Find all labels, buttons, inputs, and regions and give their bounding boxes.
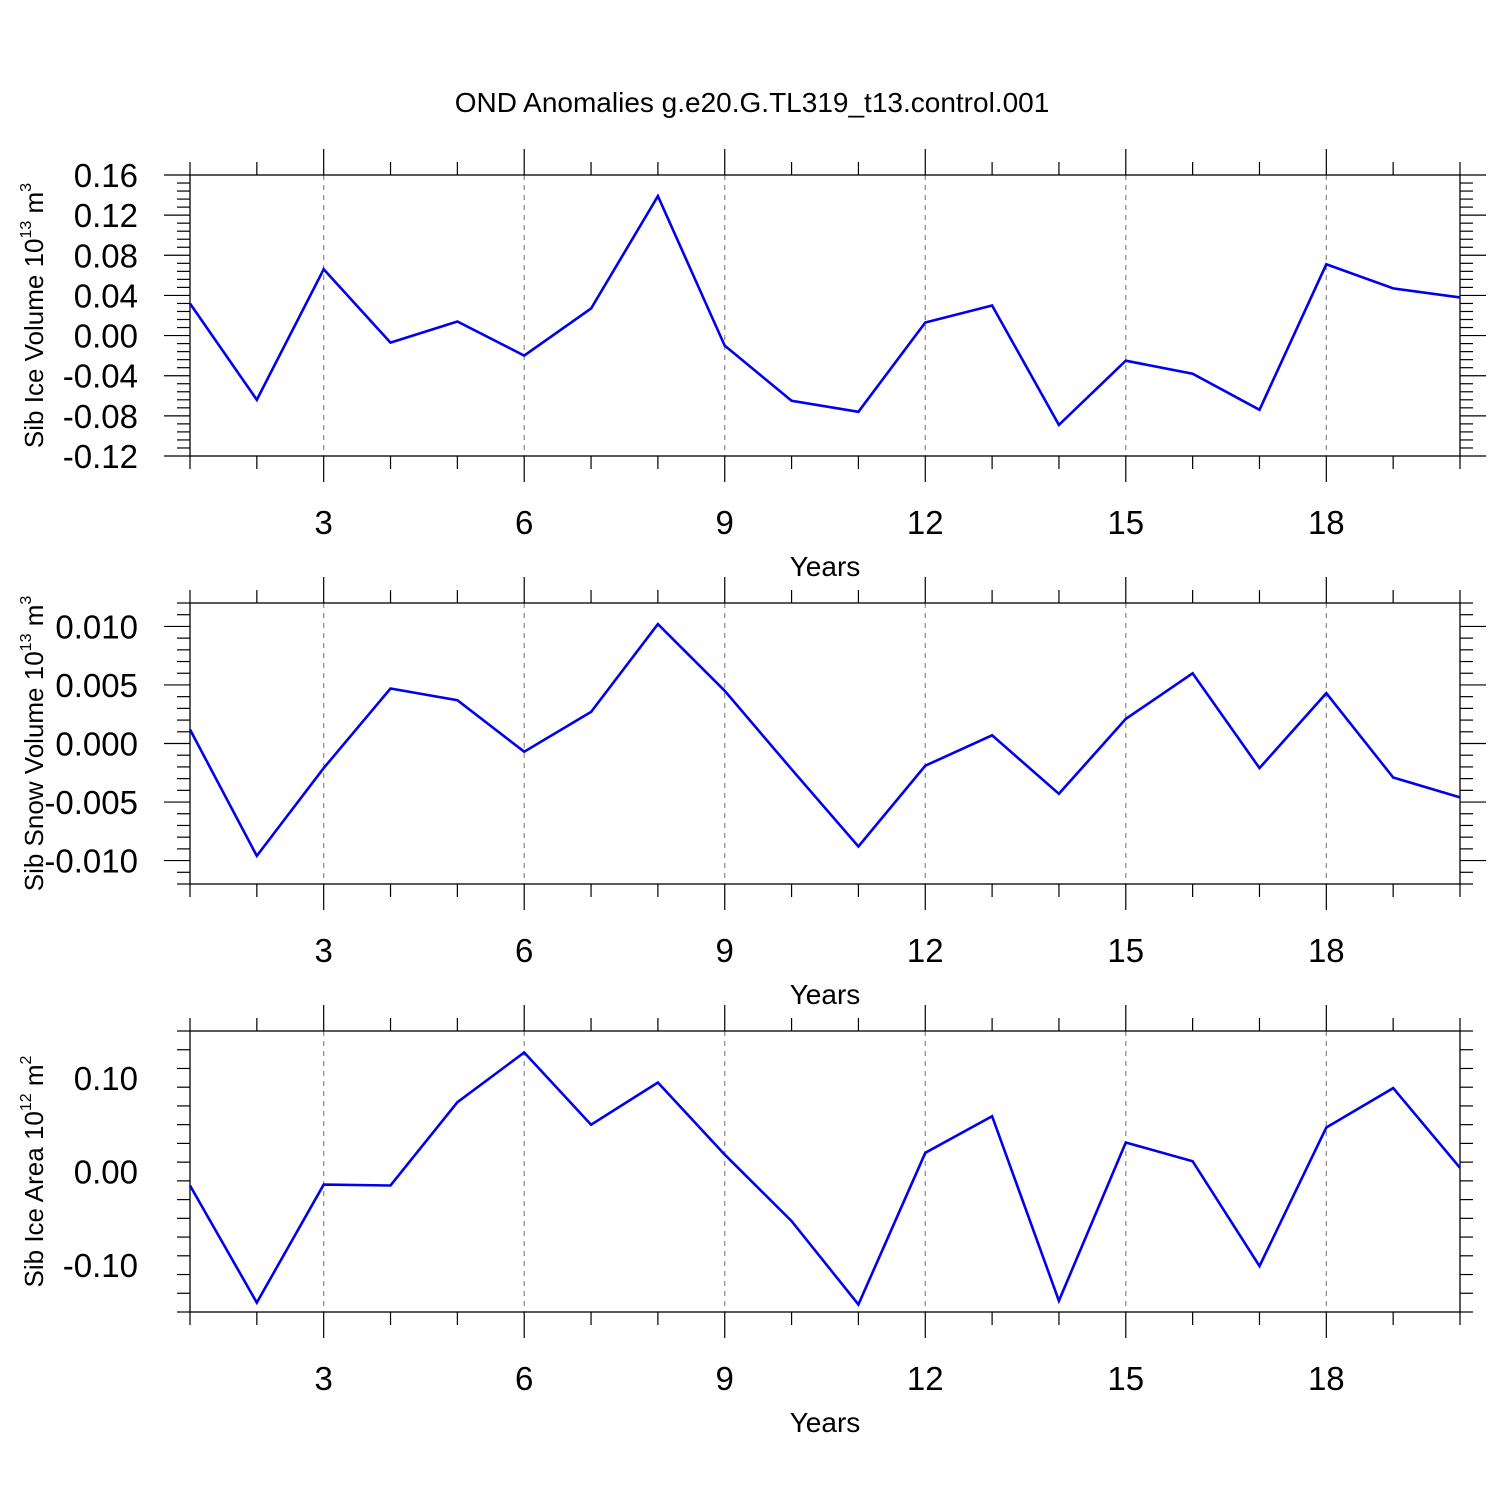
y-tick-label: 0.08 [74, 237, 138, 274]
panel-1: 3 6 9 12 15 18 -0.12-0.08-0.040.00 0.040.080.12… [18, 149, 1486, 582]
x-tick-label: 9 [716, 932, 734, 969]
x-tick-label: 6 [515, 1360, 533, 1397]
x-tick-label: 9 [716, 1360, 734, 1397]
data-series-line [188, 193, 1461, 428]
data-series-line [188, 622, 1461, 859]
y-tick-label: -0.12 [63, 438, 138, 475]
panel-3: 3 6 9 12 15 18 -0.10 0.00 0.10 Years Sib Ice Area … [18, 1005, 1473, 1438]
y-tick-label: 0.16 [74, 157, 138, 194]
x-axis-label: Years [790, 979, 861, 1010]
y-tick-label: -0.005 [44, 784, 138, 821]
y-axis-label: Sib Snow Volume 1013 m3 [18, 596, 49, 892]
plot-frame [189, 602, 1461, 885]
chart-title: OND Anomalies g.e20.G.TL319_t13.control.… [455, 87, 1050, 118]
x-tick-label: 12 [907, 932, 944, 969]
x-tick-label: 15 [1107, 1360, 1144, 1397]
y-tick-label: 0.04 [74, 277, 138, 314]
y-tick-label: 0.010 [55, 608, 138, 645]
x-tick-label: 3 [315, 932, 333, 969]
x-tick-label: 12 [907, 1360, 944, 1397]
y-tick-label: 0.000 [55, 726, 138, 763]
x-tick-label: 6 [515, 932, 533, 969]
plot-frame [189, 174, 1461, 457]
y-axis-label: Sib Ice Volume 1013 m3 [18, 183, 49, 448]
x-tick-label: 18 [1308, 1360, 1345, 1397]
y-axis-label: Sib Ice Area 1012 m2 [18, 1055, 49, 1287]
y-tick-label: -0.08 [63, 398, 138, 435]
y-tick-label: -0.04 [63, 358, 138, 395]
x-tick-label: 9 [716, 504, 734, 541]
x-tick-label: 15 [1107, 504, 1144, 541]
y-tick-label: -0.010 [44, 843, 138, 880]
x-tick-label: 3 [315, 504, 333, 541]
x-axis-label: Years [790, 1407, 861, 1438]
data-series-line [188, 1050, 1461, 1307]
panel-2: 3 6 9 12 15 18 -0.010 -0.005 0.000 0.005 0.010 Year… [18, 577, 1486, 1010]
x-tick-label: 3 [315, 1360, 333, 1397]
x-axis-label: Years [790, 551, 861, 582]
plot-frame [189, 1030, 1461, 1313]
x-tick-label: 12 [907, 504, 944, 541]
x-tick-label: 18 [1308, 932, 1345, 969]
y-tick-label: 0.00 [74, 318, 138, 355]
y-tick-label: 0.00 [74, 1154, 138, 1191]
y-tick-label: 0.12 [74, 197, 138, 234]
y-tick-label: 0.10 [74, 1060, 138, 1097]
x-tick-label: 18 [1308, 504, 1345, 541]
y-tick-label: -0.10 [63, 1247, 138, 1284]
x-tick-label: 15 [1107, 932, 1144, 969]
y-tick-label: 0.005 [55, 667, 138, 704]
x-tick-label: 6 [515, 504, 533, 541]
